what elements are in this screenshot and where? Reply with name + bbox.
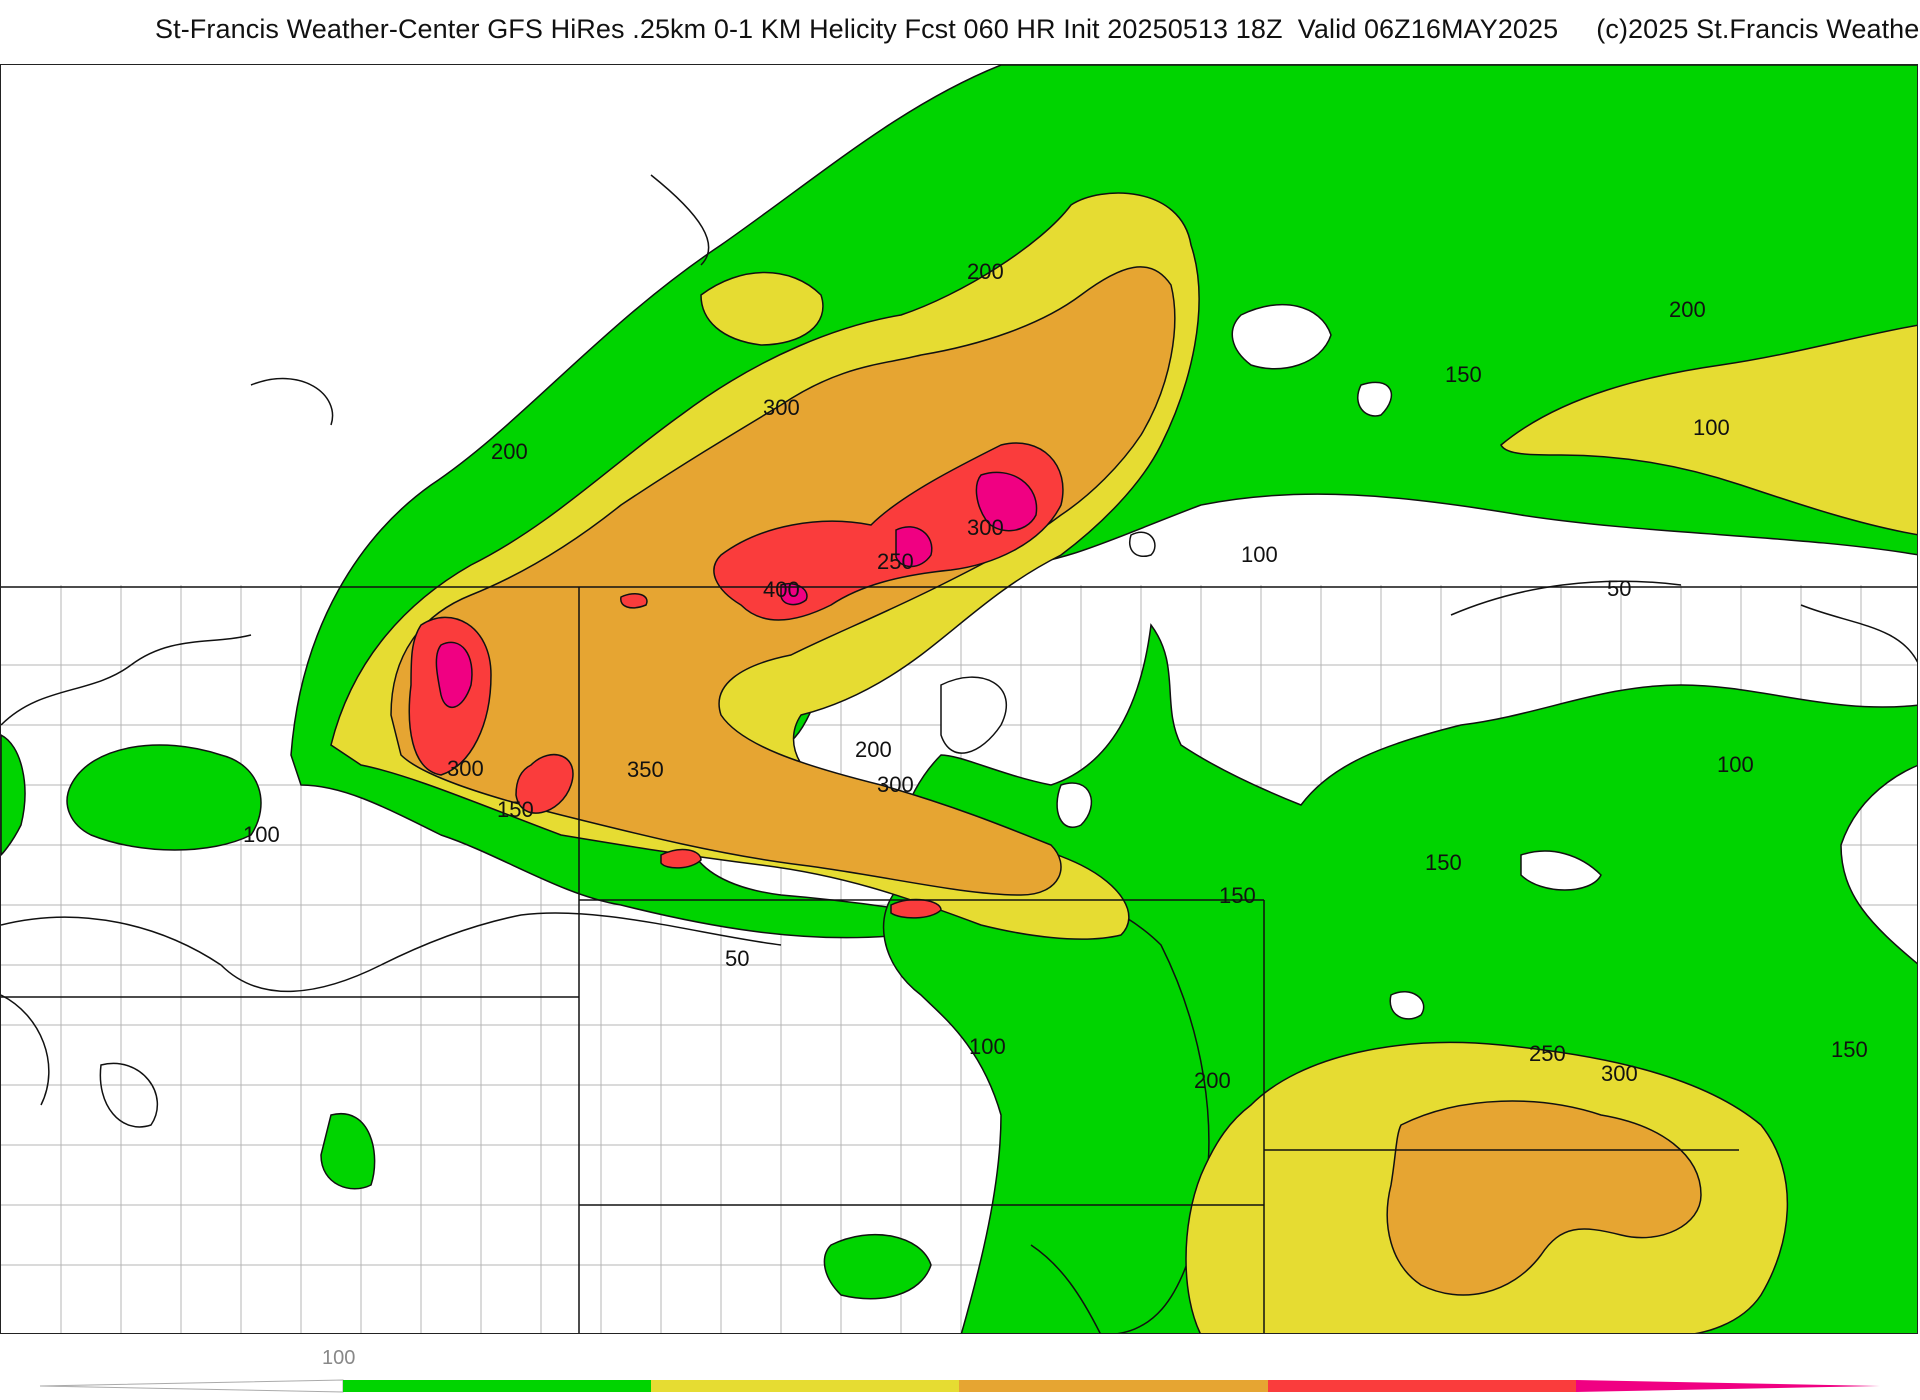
contour-label: 300	[877, 772, 914, 797]
map-panel: 200 200 300 200 150 100 400 250 300 100 …	[0, 64, 1918, 1334]
contour-label: 300	[447, 756, 484, 781]
contour-label: 150	[1445, 362, 1482, 387]
contour-label: 200	[967, 259, 1004, 284]
contour-lines	[1, 174, 1917, 1333]
contour-label: 150	[497, 797, 534, 822]
contour-label: 200	[1194, 1068, 1231, 1093]
contour-label: 150	[1425, 850, 1462, 875]
contour-label-group: 200 200 300 200 150 100 400 250 300 100 …	[243, 259, 1868, 1093]
helicity-green	[1, 65, 1917, 1333]
legend-swatch	[343, 1380, 651, 1392]
legend-swatch	[1268, 1380, 1576, 1392]
contour-label: 250	[877, 549, 914, 574]
contour-label: 100	[969, 1034, 1006, 1059]
contour-label: 100	[1717, 752, 1754, 777]
contour-label: 200	[1669, 297, 1706, 322]
contour-label: 400	[763, 577, 800, 602]
contour-label: 100	[1693, 415, 1730, 440]
low-helicity-holes	[940, 303, 1602, 1020]
legend-swatch	[651, 1380, 959, 1392]
legend-swatch	[959, 1380, 1268, 1392]
map-title: St-Francis Weather-Center GFS HiRes .25k…	[155, 14, 1920, 44]
contour-label: 100	[1241, 542, 1278, 567]
contour-label: 250	[1529, 1041, 1566, 1066]
contour-label: 200	[491, 439, 528, 464]
color-legend: 100	[0, 1334, 1920, 1400]
title-bar: St-Francis Weather-Center GFS HiRes .25k…	[0, 0, 1920, 64]
contour-label: 150	[1831, 1037, 1868, 1062]
legend-left-arrow	[39, 1379, 344, 1393]
contour-label: 150	[1219, 883, 1256, 908]
helicity-magenta	[435, 471, 1038, 709]
state-borders	[1, 586, 1917, 1333]
legend-tick-label: 100	[322, 1347, 356, 1369]
contour-label: 300	[1601, 1061, 1638, 1086]
legend-bar	[39, 1379, 1880, 1393]
legend-right-arrow	[1576, 1380, 1880, 1392]
contour-label: 50	[1607, 576, 1631, 601]
contour-label: 200	[855, 737, 892, 762]
contour-label: 350	[627, 757, 664, 782]
contour-label: 50	[725, 946, 749, 971]
helicity-map: 200 200 300 200 150 100 400 250 300 100 …	[1, 65, 1917, 1333]
contour-label: 300	[967, 515, 1004, 540]
contour-label: 300	[763, 395, 800, 420]
contour-label: 100	[243, 822, 280, 847]
